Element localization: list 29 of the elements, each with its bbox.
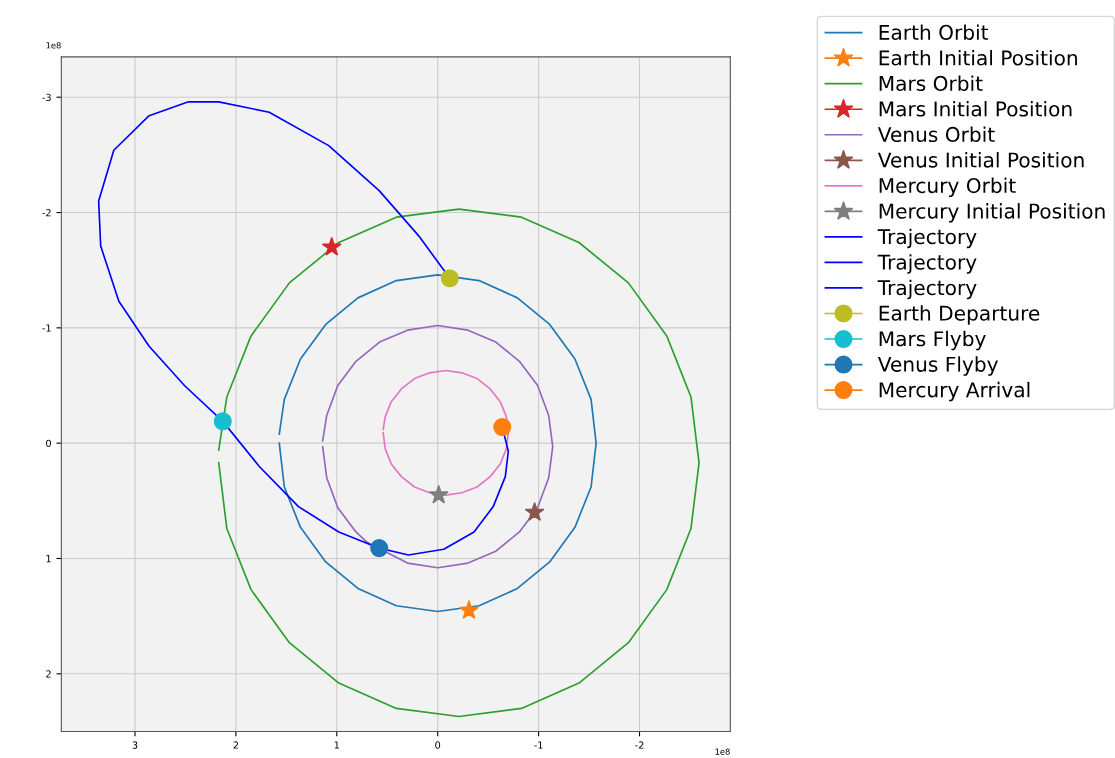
- y-tick-label: -2: [42, 209, 51, 217]
- x-tick-label: 0: [435, 741, 441, 749]
- legend-label: Trajectory: [877, 228, 977, 249]
- text: 1e8: [715, 748, 730, 755]
- legend-label: Mercury Orbit: [879, 177, 1016, 198]
- x-tick-label: 1: [334, 741, 339, 749]
- legend-label: Mars Flyby: [879, 330, 986, 351]
- legend-label: Mercury Arrival: [879, 381, 1030, 402]
- y-tick-label: 0: [46, 439, 51, 447]
- text: 1e8: [46, 42, 61, 49]
- x-tick-label: 2: [233, 741, 239, 749]
- legend-label: Venus Flyby: [877, 356, 998, 376]
- x-tick-label: 3: [132, 741, 138, 749]
- legend-label: Mars Orbit: [879, 75, 983, 92]
- legend-label: Venus Orbit: [877, 126, 995, 143]
- y-tick-label: 1: [46, 555, 51, 563]
- x-tick-label: -1: [534, 741, 543, 749]
- legend-label: Earth Departure: [879, 305, 1040, 325]
- legend-label: Venus Initial Position: [877, 152, 1084, 168]
- y-tick-label: -3: [42, 93, 51, 102]
- y-tick-label: -1: [42, 324, 51, 332]
- legend-label: Mars Initial Position: [879, 100, 1072, 117]
- legend-label: Trajectory: [877, 279, 977, 300]
- y-tick-label: 2: [46, 670, 51, 678]
- x-tick-label: -2: [635, 741, 644, 749]
- legend-label: Earth Orbit: [879, 24, 989, 40]
- legend-label: Trajectory: [877, 254, 977, 274]
- legend-label: Mercury Initial Position: [879, 203, 1105, 223]
- legend-label: Earth Initial Position: [879, 49, 1077, 66]
